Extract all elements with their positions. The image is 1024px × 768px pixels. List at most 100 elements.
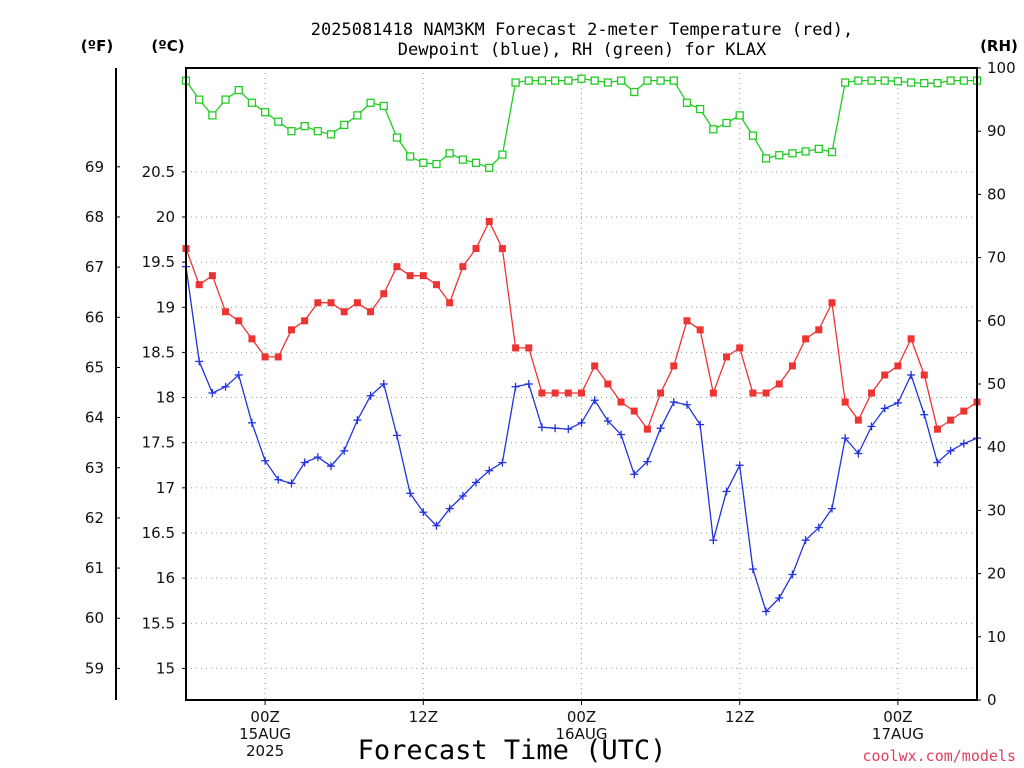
rh-point <box>722 118 731 128</box>
chart-title-line-2: Dewpoint (blue), RH (green) for KLAX <box>398 40 767 60</box>
credit-text: coolwx.com/models <box>862 747 1016 765</box>
temperature-point <box>512 344 520 352</box>
temperature-point <box>933 425 941 433</box>
dewpoint-point <box>867 422 876 431</box>
dewpoint-point <box>880 404 889 413</box>
celsius-tick-label: 17 <box>156 479 175 497</box>
dewpoint-point <box>511 382 520 391</box>
dewpoint-point <box>221 382 230 391</box>
rh-point <box>696 104 705 114</box>
rh-unit-label: (RH) <box>980 37 1018 55</box>
time-tick-label: 12Z <box>409 708 438 726</box>
dewpoint-point <box>353 416 362 425</box>
temperature-point <box>749 389 757 397</box>
dewpoint-point <box>498 458 507 467</box>
rh-point <box>287 127 296 136</box>
temperature-point <box>920 371 928 379</box>
dewpoint-point <box>485 466 494 475</box>
rh-point <box>761 154 771 163</box>
celsius-tick-label: 15.5 <box>142 614 175 632</box>
dewpoint-point <box>419 508 428 517</box>
rh-point <box>735 111 744 120</box>
rh-point <box>432 159 441 169</box>
rh-point <box>709 125 718 134</box>
chart-title-line-1: 2025081418 NAM3KM Forecast 2-meter Tempe… <box>311 20 853 40</box>
rh-point <box>353 111 362 120</box>
time-tick-label: 12Z <box>725 708 754 726</box>
rh-tick-label: 80 <box>987 185 1006 203</box>
temperature-point <box>881 371 889 379</box>
time-tick-label: 2025 <box>246 742 284 760</box>
dewpoint-point <box>379 380 388 388</box>
dewpoint-point <box>946 446 955 455</box>
dewpoint-point <box>406 489 415 498</box>
temperature-point <box>709 389 717 397</box>
time-tick-label: 00Z <box>250 708 279 726</box>
rh-point <box>260 108 270 117</box>
temperature-point <box>643 425 651 433</box>
temperature-point <box>591 362 599 370</box>
dewpoint-point <box>537 423 546 432</box>
dewpoint-point <box>313 453 322 462</box>
rh-point <box>933 79 942 88</box>
rh-tick-label: 30 <box>987 501 1006 519</box>
celsius-tick-label: 16 <box>156 569 175 587</box>
dewpoint-point <box>617 430 626 439</box>
celsius-tick-label: 18 <box>156 389 175 407</box>
rh-point <box>788 149 797 158</box>
rh-point <box>801 147 810 156</box>
rh-point <box>419 158 428 167</box>
rh-point <box>946 76 955 85</box>
dewpoint-point <box>208 389 217 398</box>
rh-point <box>814 144 823 154</box>
rh-point <box>748 131 758 140</box>
dewpoint-point <box>472 478 481 487</box>
fahrenheit-tick-label: 66 <box>85 308 104 326</box>
temperature-point <box>195 281 203 289</box>
rh-point <box>590 76 599 85</box>
fahrenheit-tick-label: 60 <box>85 609 104 627</box>
rh-point <box>775 151 784 160</box>
temperature-point <box>564 389 572 397</box>
rh-point <box>485 163 494 173</box>
fahrenheit-tick-label: 61 <box>85 559 104 577</box>
dewpoint-point <box>669 398 678 407</box>
rh-point <box>854 76 863 85</box>
rh-point <box>326 130 336 139</box>
temperature-point <box>419 272 427 280</box>
temperature-point <box>815 326 823 334</box>
rh-tick-label: 40 <box>987 438 1006 456</box>
rh-point <box>920 79 929 88</box>
temperature-point <box>947 416 955 424</box>
rh-point <box>893 77 903 86</box>
dewpoint-point <box>577 418 586 427</box>
dewpoint-point <box>762 607 771 616</box>
dewpoint-point <box>696 420 705 429</box>
dewpoint-point <box>827 504 836 513</box>
rh-point <box>247 98 257 107</box>
fahrenheit-tick-label: 59 <box>85 659 104 677</box>
temperature-point <box>802 335 810 343</box>
temperature-point <box>894 362 902 370</box>
temperature-point <box>472 245 480 253</box>
rh-point <box>274 117 283 126</box>
rh-tick-label: 60 <box>987 312 1006 330</box>
dewpoint-point <box>195 357 204 366</box>
dewpoint-point <box>366 391 375 400</box>
dewpoint-point <box>801 536 810 545</box>
dewpoint-point <box>234 370 243 379</box>
dewpoint-point <box>907 370 916 379</box>
temperature-point <box>828 299 836 307</box>
dewpoint-point <box>274 475 283 484</box>
dewpoint-point <box>524 380 533 388</box>
dewpoint-point <box>432 521 441 530</box>
dewpoint-point <box>247 418 256 427</box>
rh-point <box>550 76 560 85</box>
fahrenheit-tick-label: 62 <box>85 509 104 527</box>
temperature-point <box>459 263 467 271</box>
dewpoint-point <box>920 410 929 419</box>
celsius-tick-label: 19.5 <box>142 253 175 271</box>
fahrenheit-unit-label: (ºF) <box>81 37 113 55</box>
rh-point <box>959 76 968 85</box>
rh-point <box>405 152 415 161</box>
